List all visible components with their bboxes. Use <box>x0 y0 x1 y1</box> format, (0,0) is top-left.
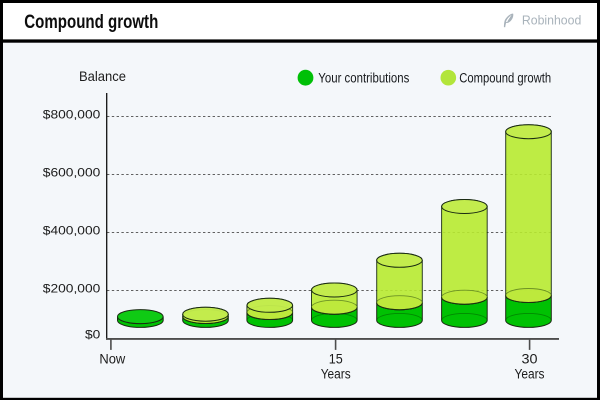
svg-text:Your contributions: Your contributions <box>318 70 409 85</box>
svg-text:$200,000: $200,000 <box>43 281 101 295</box>
svg-text:Now: Now <box>99 352 126 368</box>
svg-text:Balance: Balance <box>79 68 126 84</box>
svg-text:$400,000: $400,000 <box>43 223 101 237</box>
svg-text:Compound growth: Compound growth <box>459 70 551 85</box>
svg-text:Compound growth: Compound growth <box>24 12 158 33</box>
svg-text:Years: Years <box>515 367 545 383</box>
svg-text:30: 30 <box>522 352 538 368</box>
svg-text:$600,000: $600,000 <box>43 165 101 179</box>
svg-text:Years: Years <box>321 367 351 383</box>
svg-text:$800,000: $800,000 <box>43 107 101 121</box>
svg-text:$0: $0 <box>85 328 101 342</box>
svg-text:15: 15 <box>329 352 343 368</box>
svg-text:Robinhood: Robinhood <box>522 13 581 28</box>
